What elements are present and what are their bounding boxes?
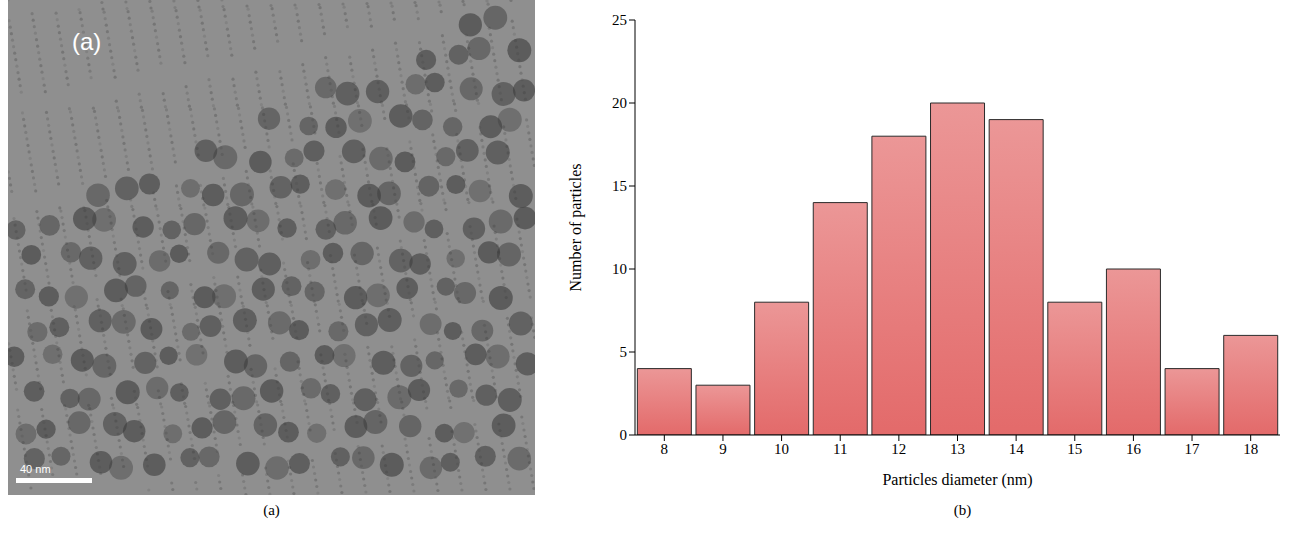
html-text:(b): (b): [953, 502, 972, 518]
html-text:(a): (a): [263, 502, 280, 518]
svg-text:5: 5: [620, 344, 628, 360]
svg-text:0: 0: [620, 427, 628, 443]
svg-text:(a): (a): [72, 28, 101, 55]
svg-text:Number of particles: Number of particles: [567, 164, 585, 292]
svg-text:13: 13: [950, 441, 965, 457]
svg-text:15: 15: [612, 178, 627, 194]
svg-text:Particles diameter (nm): Particles diameter (nm): [882, 471, 1032, 489]
svg-text:12: 12: [891, 441, 906, 457]
svg-text:25: 25: [612, 12, 627, 28]
svg-text:10: 10: [612, 261, 627, 277]
svg-text:17: 17: [1185, 441, 1201, 457]
svg-text:9: 9: [719, 441, 727, 457]
svg-text:16: 16: [1126, 441, 1142, 457]
svg-text:15: 15: [1067, 441, 1082, 457]
svg-text:20: 20: [612, 95, 627, 111]
svg-text:14: 14: [1009, 441, 1025, 457]
svg-text:40 nm: 40 nm: [20, 463, 51, 475]
svg-text:11: 11: [833, 441, 847, 457]
svg-text:18: 18: [1243, 441, 1258, 457]
svg-text:10: 10: [774, 441, 789, 457]
svg-text:8: 8: [661, 441, 669, 457]
